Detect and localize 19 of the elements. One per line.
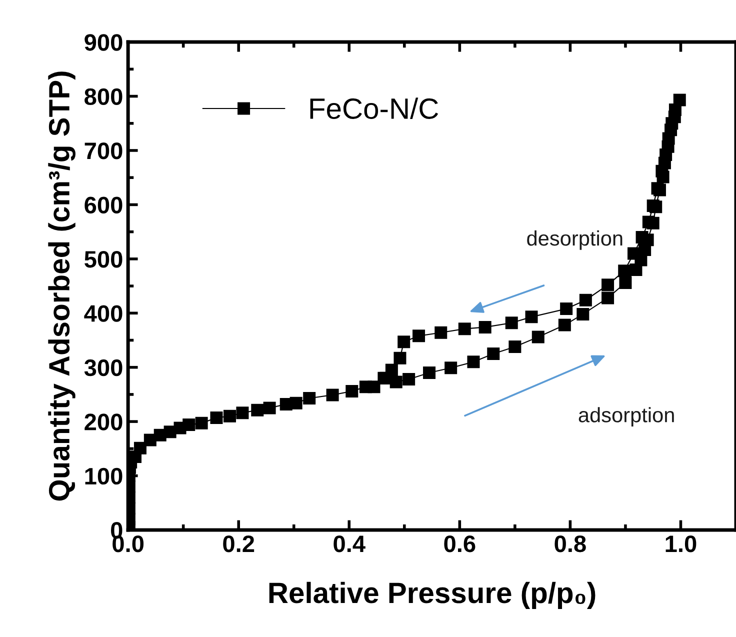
y-tick-label: 100 — [85, 468, 122, 485]
annotation: adsorption — [578, 407, 674, 426]
y-tick-label: 600 — [84, 196, 122, 214]
x-tick-label: 0.6 — [444, 535, 476, 552]
y-tick-label: 500 — [84, 250, 122, 268]
y-tick-label: 400 — [84, 305, 122, 322]
y-tick-label: 800 — [84, 88, 122, 106]
x-axis-title: Relative Pressure (p/p₀) — [269, 582, 596, 610]
x-tick-label: 0.4 — [334, 535, 366, 552]
legend-label: FeCo-N/C — [310, 98, 438, 119]
annotation: desorption — [527, 230, 622, 250]
y-tick-label: 700 — [84, 142, 122, 160]
y-axis-title: Quantity Adsorbed (cm³/g STP) — [48, 72, 76, 501]
x-tick-label: 0.8 — [554, 535, 586, 552]
y-tick-label: 300 — [84, 359, 122, 376]
x-tick-label: 1.0 — [666, 535, 696, 552]
y-tick-label: 200 — [84, 414, 122, 430]
y-tick-label: 900 — [84, 34, 122, 51]
x-tick-label: 0.2 — [223, 535, 254, 552]
